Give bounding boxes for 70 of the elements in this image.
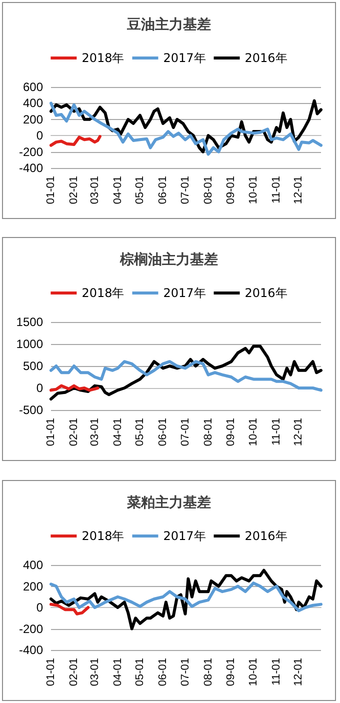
x-tick-label: 07-01 (179, 176, 192, 204)
y-tick-label: 1000 (16, 337, 44, 351)
x-tick-label: 02-01 (68, 658, 80, 686)
x-tick-label: 09-01 (225, 658, 238, 686)
line-series (50, 134, 102, 147)
x-tick-label: 10-01 (248, 658, 260, 686)
x-tick-label: 02-01 (68, 176, 80, 204)
x-tick-label: 04-01 (112, 418, 124, 446)
x-tick-label: 09-01 (225, 176, 238, 204)
legend-label: 2017年 (163, 51, 206, 65)
line-series (50, 360, 322, 392)
y-tick-label: 600 (22, 80, 44, 94)
x-tick-label: 06-01 (157, 418, 170, 446)
x-tick-label: 11-01 (270, 176, 282, 204)
chart-title: 菜粕主力基差 (126, 494, 211, 511)
y-tick-label: -500 (18, 403, 44, 417)
x-tick-label: 06-01 (157, 176, 170, 204)
legend-label: 2018年 (82, 51, 124, 65)
x-tick-label: 11-01 (270, 418, 282, 446)
y-tick-label: 400 (22, 558, 44, 572)
x-tick-label: 01-01 (45, 176, 57, 204)
y-tick-label: 500 (22, 359, 44, 373)
line-series (50, 568, 322, 630)
legend-label: 2018年 (82, 529, 124, 543)
y-tick-label: -400 (18, 161, 44, 175)
x-tick-label: 10-01 (248, 418, 260, 446)
legend-label: 2016年 (244, 286, 288, 300)
y-tick-label: 400 (22, 96, 44, 110)
y-tick-label: -200 (18, 144, 44, 159)
x-tick-label: 05-01 (134, 418, 146, 446)
y-tick-label: -200 (18, 622, 44, 636)
line-series (50, 602, 90, 616)
x-tick-label: 03-01 (88, 418, 101, 446)
legend-label: 2018年 (82, 286, 124, 300)
x-tick-label: 12-01 (292, 418, 305, 446)
y-tick-label: 0 (36, 600, 44, 614)
x-tick-label: 08-01 (202, 658, 214, 686)
x-tick-label: 07-01 (179, 418, 192, 446)
x-tick-label: 11-01 (270, 658, 282, 686)
legend-label: 2016年 (244, 529, 288, 543)
line-series (50, 344, 322, 400)
x-tick-label: 04-01 (112, 176, 124, 204)
x-tick-label: 08-01 (202, 176, 214, 204)
legend-label: 2016年 (244, 51, 288, 65)
y-tick-label: 200 (22, 112, 44, 126)
legend-label: 2017年 (163, 529, 206, 543)
x-tick-label: 04-01 (112, 658, 124, 686)
line-series (50, 582, 322, 612)
x-tick-label: 08-01 (202, 418, 214, 446)
x-tick-label: 03-01 (88, 658, 101, 686)
x-tick-label: 12-01 (292, 176, 305, 204)
x-tick-label: 03-01 (88, 176, 101, 204)
y-tick-label: 200 (22, 579, 44, 594)
x-tick-label: 12-01 (292, 658, 305, 686)
x-tick-label: 07-01 (179, 658, 192, 686)
y-tick-label: 0 (36, 128, 44, 143)
chart-title: 棕榈油主力基差 (119, 251, 218, 268)
x-tick-label: 02-01 (68, 418, 80, 446)
y-tick-label: 1500 (16, 315, 44, 329)
x-tick-label: 01-01 (45, 658, 57, 686)
x-tick-label: 06-01 (157, 658, 170, 686)
x-tick-label: 05-01 (134, 658, 146, 686)
chart-title: 豆油主力基差 (126, 16, 211, 33)
x-tick-label: 01-01 (45, 418, 57, 446)
x-tick-label: 10-01 (248, 176, 260, 204)
x-tick-label: 05-01 (134, 176, 146, 204)
x-tick-label: 09-01 (225, 418, 238, 446)
legend-label: 2017年 (163, 286, 206, 300)
y-tick-label: 0 (36, 381, 44, 395)
y-tick-label: -400 (18, 643, 44, 657)
